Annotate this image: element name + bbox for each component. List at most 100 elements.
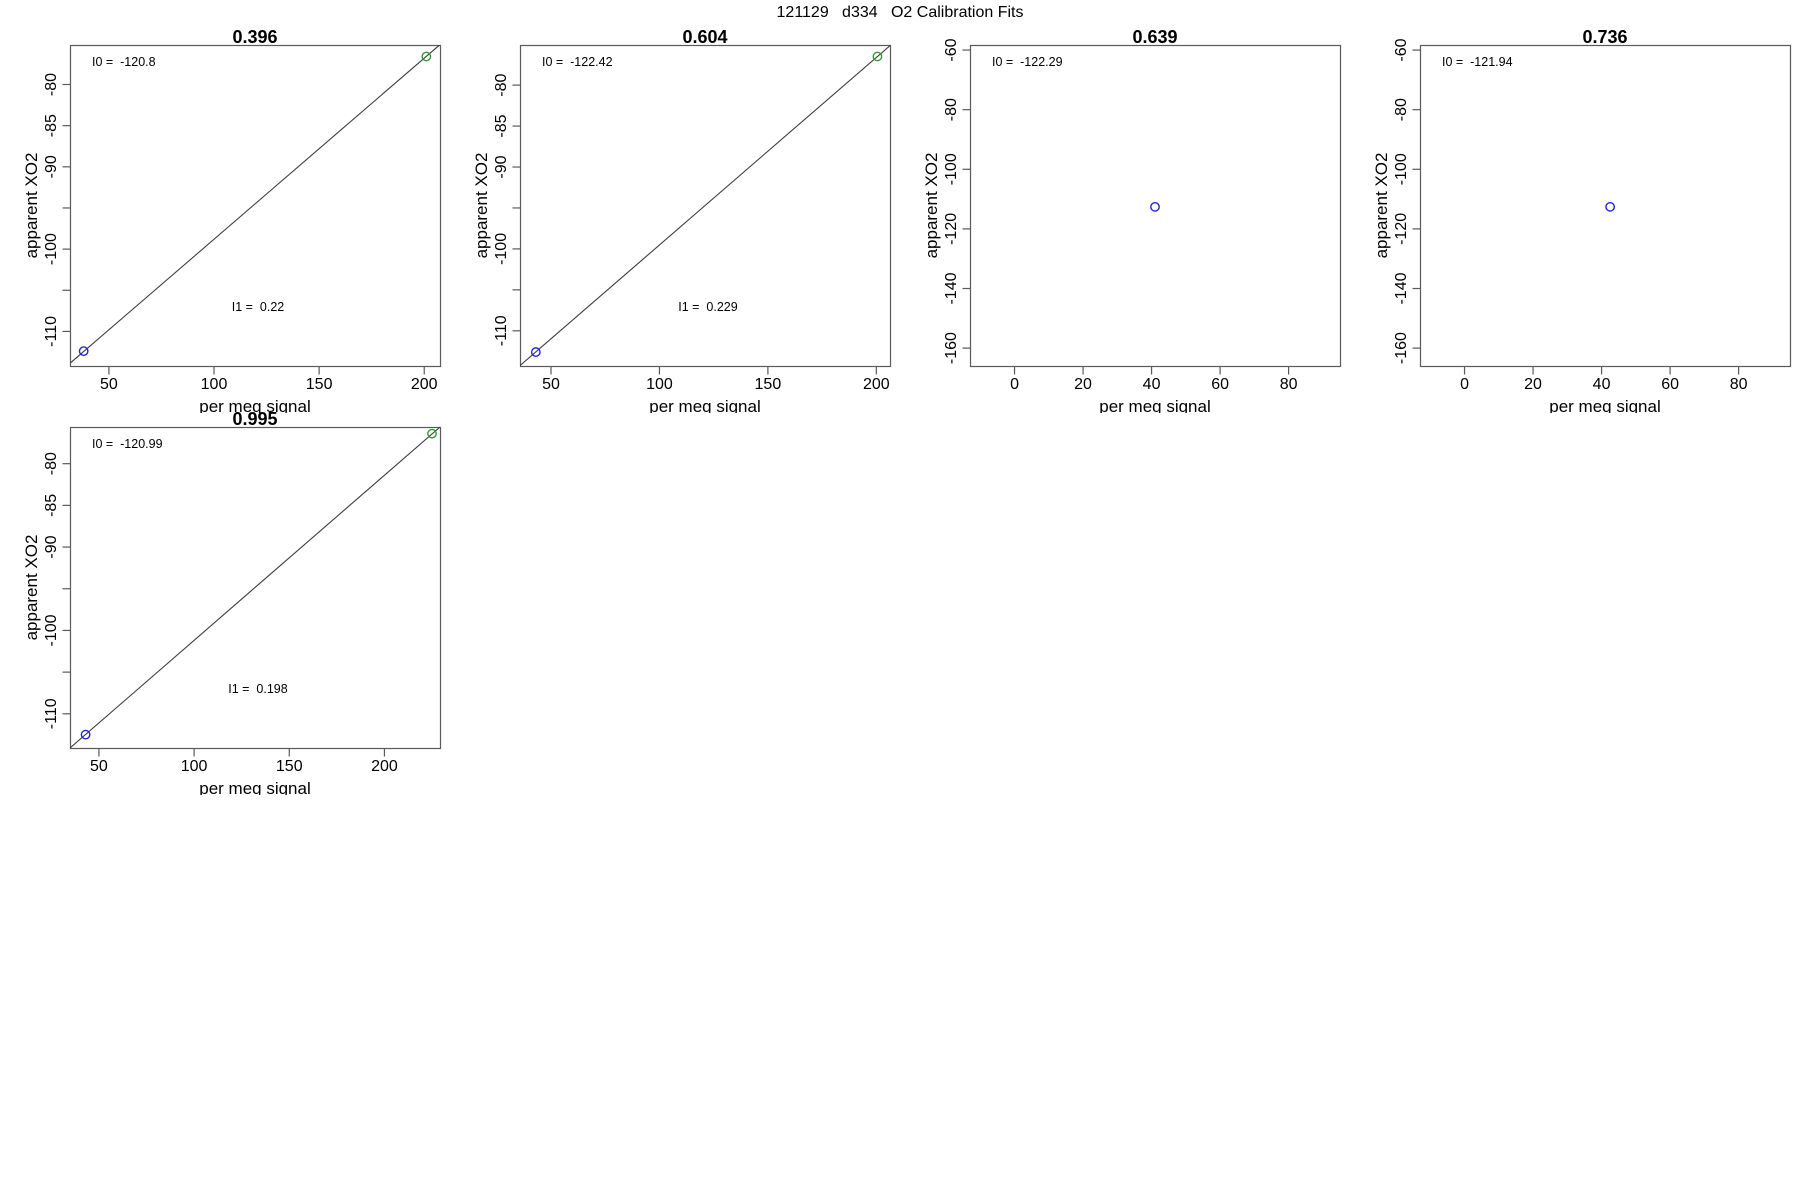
data-point-blue: [1150, 201, 1160, 212]
i1-annotation: I1 = 0.22: [232, 300, 285, 314]
x-axis-title: per meg signal: [1099, 397, 1211, 413]
data-point-blue: [80, 729, 91, 740]
y-tick-label: -110: [43, 316, 60, 347]
panel-title: 0.736: [1582, 27, 1627, 47]
x-tick-label: 150: [755, 376, 782, 393]
x-axis-title: per meg signal: [649, 397, 761, 413]
y-tick-label: -80: [493, 73, 510, 96]
x-axis-title: per meg signal: [199, 779, 311, 795]
y-tick-label: -120: [1393, 213, 1410, 245]
plot-panel-0.604: 0.604 50 100 150 200 -80 -85 -90 -100 -110 per meg…: [450, 0, 900, 413]
panel-title: 0.396: [232, 27, 277, 47]
data-point-blue: [1605, 201, 1616, 212]
plot-box: [69, 426, 442, 750]
y-tick-label: -85: [493, 114, 510, 137]
x-tick-label: 40: [1143, 376, 1161, 393]
y-tick-label: -80: [43, 73, 60, 96]
y-tick-label: -120: [943, 213, 960, 245]
x-tick-label: 40: [1593, 376, 1611, 393]
y-axis-title: apparent XO2: [1372, 153, 1391, 259]
panel-title: 0.604: [682, 27, 727, 47]
y-tick-label: -100: [943, 153, 960, 185]
panel-title: 0.639: [1132, 27, 1177, 47]
i0-annotation: I0 = -120.8: [92, 55, 156, 69]
x-tick-label: 60: [1661, 376, 1679, 393]
data-point-green: [421, 51, 432, 62]
i1-annotation: I1 = 0.198: [228, 682, 287, 696]
y-tick-label: -100: [1393, 153, 1410, 185]
i0-annotation: I0 = -122.42: [542, 55, 613, 69]
i0-annotation: I0 = -122.29: [992, 55, 1063, 69]
y-tick-label: -100: [43, 614, 60, 646]
panel-title: 0.995: [232, 409, 277, 429]
x-tick-label: 80: [1730, 376, 1748, 393]
plot-box: [1419, 44, 1792, 368]
y-tick-label: -80: [1393, 98, 1410, 121]
plot-svg-0.639: 0.639 0 20 40 60 80 -60 -80 -100 -120 -140 -160 per …: [922, 27, 1342, 413]
x-tick-label: 100: [181, 758, 208, 775]
y-tick-label: -160: [1393, 332, 1410, 364]
main-title: 121129 d334 O2 Calibration Fits: [776, 4, 1024, 21]
y-tick-label: -90: [43, 535, 60, 558]
x-tick-label: 200: [411, 376, 438, 393]
x-tick-label: 60: [1211, 376, 1229, 393]
data-point-green: [872, 51, 883, 62]
y-axis-title: apparent XO2: [22, 535, 41, 641]
y-tick-label: -85: [43, 494, 60, 517]
y-axis-title: apparent XO2: [22, 153, 41, 259]
y-axis-title: apparent XO2: [922, 153, 941, 259]
x-tick-label: 0: [1010, 376, 1019, 393]
x-tick-label: 80: [1280, 376, 1298, 393]
fit-line: [520, 45, 890, 366]
x-axis-title: per meg signal: [199, 397, 311, 413]
y-tick-label: -90: [43, 155, 60, 178]
x-axis-title: per meg signal: [1549, 397, 1661, 413]
plot-box: [519, 44, 892, 368]
data-point-blue: [78, 346, 89, 357]
y-tick-label: -140: [943, 272, 960, 304]
y-tick-label: -80: [43, 452, 60, 475]
x-tick-label: 50: [90, 758, 108, 775]
x-tick-label: 200: [863, 376, 890, 393]
plot-svg-0.736: 0.736 0 20 40 60 80 -60 -80 -100 -120 -140 -160 per …: [1372, 27, 1792, 413]
x-tick-label: 50: [542, 376, 560, 393]
data-point-green: [427, 428, 437, 439]
x-tick-label: 50: [100, 376, 118, 393]
y-tick-label: -85: [43, 114, 60, 137]
x-tick-label: 20: [1074, 376, 1092, 393]
data-point-blue: [530, 347, 541, 357]
i0-annotation: I0 = -121.94: [1442, 55, 1513, 69]
y-tick-label: -110: [43, 698, 60, 729]
i0-annotation: I0 = -120.99: [92, 437, 163, 451]
x-tick-label: 200: [371, 758, 398, 775]
y-tick-label: -100: [493, 233, 510, 265]
plot-panel-0.396: 0.396 50 100 150 200 -80 -85 -90 -100 -110 per meg…: [0, 0, 450, 413]
y-tick-label: -140: [1393, 272, 1410, 304]
x-tick-label: 100: [646, 376, 673, 393]
y-tick-label: -60: [943, 38, 960, 61]
y-tick-label: -80: [943, 98, 960, 121]
plot-panel-0.995: 0.995 50 100 150 200 -80 -85 -90 -100 -110 per meg…: [0, 382, 450, 795]
y-tick-label: -90: [493, 155, 510, 178]
plot-box: [969, 44, 1342, 368]
y-tick-label: -60: [1393, 38, 1410, 61]
plot-box: [69, 44, 442, 368]
plot-panel-0.736: 0.736 0 20 40 60 80 -60 -80 -100 -120 -140 -160 per …: [1350, 0, 1800, 413]
i1-annotation: I1 = 0.229: [678, 300, 737, 314]
plot-panel-0.639: 0.639 0 20 40 60 80 -60 -80 -100 -120 -140 -160 per …: [900, 0, 1350, 413]
y-tick-label: -110: [493, 315, 510, 346]
x-tick-label: 150: [276, 758, 303, 775]
x-tick-label: 150: [306, 376, 333, 393]
fit-line: [70, 45, 440, 364]
x-tick-label: 0: [1460, 376, 1469, 393]
y-tick-label: -100: [43, 233, 60, 265]
plot-svg-0.396: 0.396 50 100 150 200 -80 -85 -90 -100 -110 per meg…: [22, 27, 442, 413]
y-axis-title: apparent XO2: [472, 153, 491, 259]
plot-svg-0.995: 0.995 50 100 150 200 -80 -85 -90 -100 -110 per meg…: [22, 409, 442, 795]
fit-line: [70, 427, 440, 748]
x-tick-label: 20: [1524, 376, 1542, 393]
plot-svg-0.604: 0.604 50 100 150 200 -80 -85 -90 -100 -110 per meg…: [472, 27, 892, 413]
y-tick-label: -160: [943, 332, 960, 364]
x-tick-label: 100: [201, 376, 228, 393]
